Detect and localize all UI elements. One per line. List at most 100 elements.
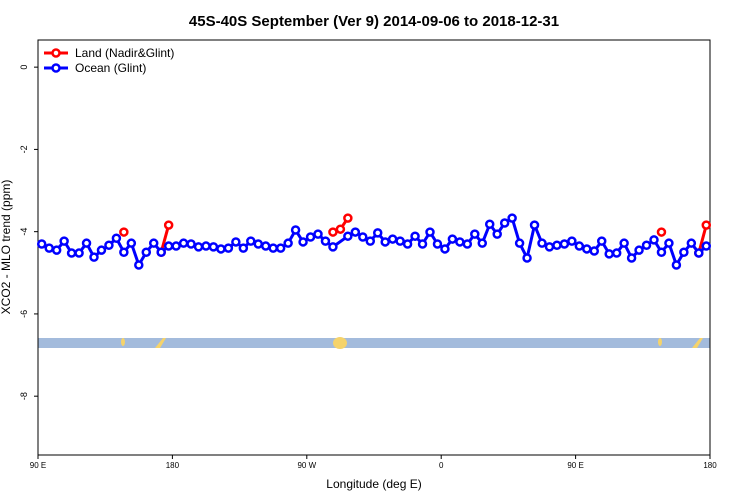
point xyxy=(679,247,689,257)
point xyxy=(171,241,181,251)
point xyxy=(119,247,129,257)
x-tick-label: 90 W xyxy=(297,461,316,470)
chart-title: 45S-40S September (Ver 9) 2014-09-06 to … xyxy=(189,13,559,30)
point xyxy=(260,241,271,251)
point xyxy=(238,243,249,253)
y-tick-label: -4 xyxy=(19,228,29,236)
point xyxy=(656,247,667,257)
point xyxy=(641,240,652,250)
point xyxy=(372,228,383,238)
point xyxy=(51,245,62,255)
point xyxy=(395,236,405,246)
point xyxy=(328,242,338,252)
point xyxy=(619,238,629,248)
point xyxy=(81,238,92,248)
point xyxy=(529,220,540,230)
point xyxy=(119,227,129,237)
point xyxy=(343,231,353,241)
point xyxy=(268,243,278,253)
point xyxy=(134,260,144,270)
point xyxy=(492,229,502,239)
point xyxy=(298,237,308,247)
point xyxy=(455,237,465,247)
point xyxy=(283,238,293,248)
land-spot xyxy=(658,338,662,346)
point xyxy=(186,239,196,249)
land-spot xyxy=(155,338,166,348)
legend-marker xyxy=(51,63,61,73)
x-tick-label: 180 xyxy=(166,461,180,470)
legend-marker xyxy=(51,48,61,58)
point xyxy=(208,242,219,252)
point xyxy=(216,244,226,254)
y-axis-label: XCO2 - MLO trend (ppm) xyxy=(0,180,13,315)
x-tick-label: 90 E xyxy=(567,461,583,470)
y-tick-label: -6 xyxy=(19,310,29,318)
point xyxy=(477,238,488,248)
point xyxy=(440,244,450,254)
map-strip xyxy=(38,337,710,349)
point xyxy=(402,239,413,249)
point xyxy=(380,237,390,247)
point xyxy=(313,229,323,239)
point xyxy=(432,239,443,249)
point xyxy=(163,241,174,251)
point xyxy=(387,234,398,244)
legend-label: Ocean (Glint) xyxy=(75,61,146,75)
point xyxy=(141,247,152,257)
x-tick-label: 90 E xyxy=(30,461,46,470)
point xyxy=(320,236,331,246)
point xyxy=(148,238,159,248)
point xyxy=(582,244,592,254)
point xyxy=(589,246,600,256)
plot-frame xyxy=(37,39,711,456)
point xyxy=(410,231,420,241)
point xyxy=(656,227,667,237)
point xyxy=(567,236,577,246)
point xyxy=(514,238,525,248)
land-spot xyxy=(333,337,347,349)
point xyxy=(574,241,585,251)
x-tick-label: 0 xyxy=(439,461,444,470)
point xyxy=(343,213,353,223)
point xyxy=(104,240,114,250)
point xyxy=(470,229,480,239)
point xyxy=(111,233,122,243)
point xyxy=(425,227,435,237)
point xyxy=(156,247,166,257)
land-spot xyxy=(692,338,703,348)
point xyxy=(604,249,614,259)
point xyxy=(649,235,659,245)
point xyxy=(66,248,77,258)
point xyxy=(559,239,570,249)
x-tick-label: 180 xyxy=(703,461,717,470)
point xyxy=(701,220,712,230)
x-axis-label: Longitude (deg E) xyxy=(326,477,421,491)
point xyxy=(626,253,637,263)
point xyxy=(694,248,704,258)
ocean-strip xyxy=(38,338,710,348)
point xyxy=(634,245,644,255)
point xyxy=(611,248,622,258)
point xyxy=(290,225,301,235)
point xyxy=(193,242,204,252)
point xyxy=(201,241,211,251)
point xyxy=(59,236,69,246)
point xyxy=(350,227,361,237)
point xyxy=(596,236,607,246)
point xyxy=(74,248,84,258)
point xyxy=(507,213,517,223)
point xyxy=(96,245,107,255)
point xyxy=(447,234,458,244)
point xyxy=(417,239,428,249)
point xyxy=(253,239,264,249)
point xyxy=(44,243,54,253)
point xyxy=(499,218,510,228)
point xyxy=(89,252,99,262)
point xyxy=(328,227,338,237)
point xyxy=(246,236,256,246)
point xyxy=(544,242,555,252)
point xyxy=(686,238,697,248)
point xyxy=(163,220,174,230)
point xyxy=(552,240,562,250)
